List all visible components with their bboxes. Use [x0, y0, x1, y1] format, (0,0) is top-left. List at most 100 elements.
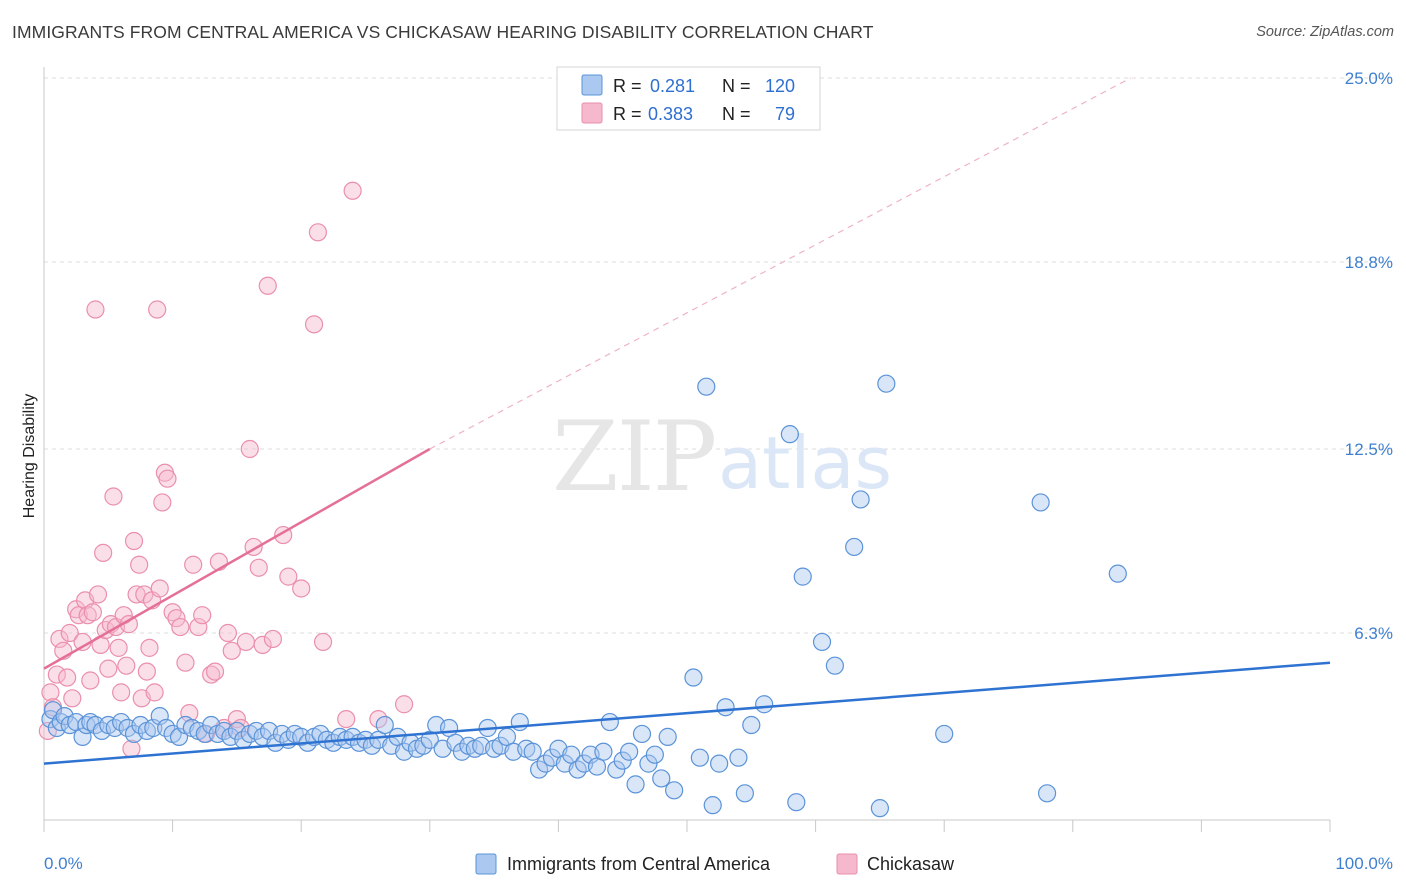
central-america-point	[626, 775, 645, 794]
legend-n-value-blue: 120	[765, 76, 795, 96]
legend-n-value-pink: 79	[775, 104, 795, 124]
chickasaw-point	[58, 668, 77, 687]
central-america-point	[375, 715, 394, 735]
central-america-point	[935, 724, 954, 744]
central-america-point	[780, 425, 799, 444]
legend-swatch-blue	[581, 74, 603, 96]
central-america-point	[877, 374, 896, 393]
chickasaw-point	[253, 635, 272, 654]
chickasaw-point	[94, 543, 113, 562]
central-america-point	[825, 656, 844, 675]
central-america-point	[710, 754, 729, 773]
chickasaw-point	[81, 671, 100, 690]
chickasaw-points	[38, 181, 414, 758]
central-america-point	[697, 377, 716, 396]
chickasaw-point	[222, 641, 241, 660]
y-tick-labels: 6.3% 12.5% 18.8% 25.0%	[1345, 69, 1393, 643]
central-america-point	[755, 695, 774, 714]
chickasaw-point	[124, 531, 144, 551]
y-tick-label: 6.3%	[1354, 624, 1393, 643]
chickasaw-point	[337, 709, 356, 729]
central-america-point	[55, 707, 74, 726]
chickasaw-point	[83, 603, 102, 622]
y-tick-label: 25.0%	[1345, 69, 1393, 88]
chickasaw-point	[47, 665, 66, 684]
central-america-point	[607, 760, 626, 779]
chickasaw-point	[308, 223, 328, 242]
chickasaw-point	[343, 181, 362, 200]
watermark: ZIP atlas	[552, 401, 892, 513]
legend-n-label-blue: N =	[722, 76, 751, 96]
chickasaw-point	[176, 653, 195, 672]
chickasaw-point	[184, 555, 203, 574]
chickasaw-trend-line	[43, 447, 431, 670]
trend-lines	[43, 77, 1331, 765]
legend-r-label-blue: R =	[613, 76, 642, 96]
central-america-point	[1037, 784, 1057, 803]
central-america-point	[787, 793, 806, 812]
chart-title: IMMIGRANTS FROM CENTRAL AMERICA VS CHICK…	[12, 22, 874, 42]
chickasaw-point	[394, 695, 414, 714]
x-tick-label-min: 0.0%	[44, 854, 83, 873]
y-tick-label: 18.8%	[1345, 253, 1393, 272]
chickasaw-point	[117, 656, 136, 675]
chickasaw-point	[122, 739, 141, 758]
central-america-point	[703, 796, 722, 815]
central-america-point	[510, 712, 529, 732]
central-america-point	[658, 727, 677, 746]
chickasaw-point	[109, 638, 128, 657]
chickasaw-point	[249, 558, 268, 577]
central-america-point	[613, 751, 632, 770]
central-america-point	[812, 632, 832, 652]
central-america-point	[594, 742, 613, 761]
chickasaw-point	[313, 632, 333, 652]
chickasaw-point	[63, 689, 82, 708]
central-america-points	[41, 374, 1127, 818]
chickasaw-point	[240, 439, 259, 459]
chickasaw-point	[292, 579, 311, 598]
central-america-point	[620, 742, 639, 761]
chickasaw-point	[263, 629, 283, 649]
chickasaw-point	[167, 609, 186, 628]
chickasaw-point	[104, 487, 123, 506]
central-america-point	[870, 799, 890, 818]
legend-swatch-pink	[581, 102, 603, 124]
chickasaw-point	[189, 617, 208, 637]
y-tick-label: 12.5%	[1345, 440, 1393, 459]
chickasaw-point	[180, 704, 199, 723]
chickasaw-point	[127, 585, 146, 604]
chickasaw-point	[150, 579, 169, 598]
chickasaw-point	[99, 659, 118, 678]
central-america-point	[851, 490, 870, 509]
chickasaw-point	[60, 623, 79, 643]
central-america-point	[639, 754, 658, 773]
chickasaw-point	[279, 567, 298, 586]
central-america-point	[716, 698, 735, 717]
y-axis-label: Hearing Disability	[21, 394, 38, 519]
central-america-point	[690, 748, 709, 767]
central-america-point	[632, 724, 652, 744]
bottom-legend-swatch-blue	[475, 853, 497, 875]
central-america-point	[793, 567, 812, 586]
legend-r-value-pink: 0.383	[648, 104, 693, 124]
chickasaw-point	[88, 585, 108, 604]
x-tick-marks	[43, 820, 1331, 832]
legend-r-value-blue: 0.281	[650, 76, 695, 96]
chickasaw-point	[140, 638, 159, 657]
chickasaw-point	[218, 623, 237, 643]
chickasaw-point	[130, 555, 149, 574]
chickasaw-point	[137, 662, 156, 681]
chickasaw-point	[236, 632, 256, 652]
chickasaw-point	[86, 300, 105, 319]
central-america-point	[742, 715, 761, 735]
chickasaw-point	[193, 606, 212, 625]
source-credit: Source: ZipAtlas.com	[1256, 24, 1394, 40]
x-tick-label-max: 100.0%	[1335, 854, 1393, 873]
chickasaw-point	[171, 617, 190, 637]
chickasaw-point	[148, 300, 167, 319]
central-america-trend-line	[43, 661, 1331, 765]
bottom-legend-swatch-pink	[836, 853, 858, 875]
central-america-point	[645, 745, 664, 764]
central-america-point	[1108, 564, 1127, 583]
central-america-point	[600, 712, 619, 732]
